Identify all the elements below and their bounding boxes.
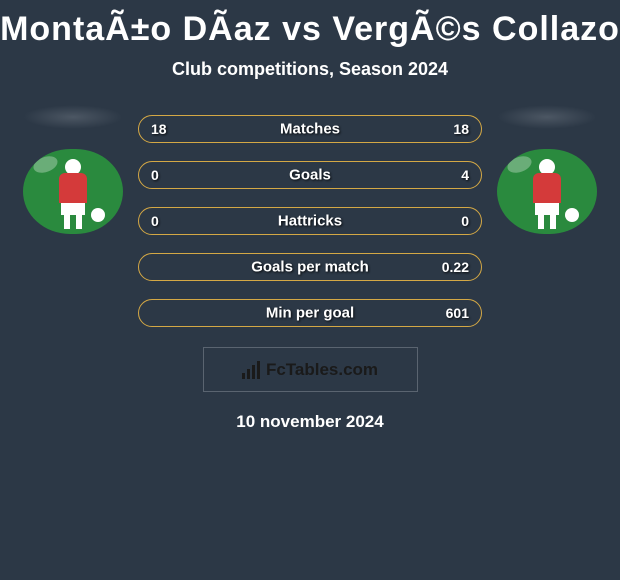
stat-left-value: 18 [151, 121, 167, 137]
stat-row-matches: 18 Matches 18 [138, 115, 482, 143]
stats-area: 18 Matches 18 0 Goals 4 0 Hattricks 0 Go… [0, 115, 620, 327]
stat-row-goals: 0 Goals 4 [138, 161, 482, 189]
player-right-badge [497, 149, 597, 234]
page-subtitle: Club competitions, Season 2024 [172, 59, 448, 80]
player-placeholder-ellipse [497, 105, 597, 129]
stat-label: Hattricks [278, 213, 342, 230]
chart-bars-icon [242, 361, 260, 379]
stat-label: Goals [289, 167, 331, 184]
stat-right-value: 18 [453, 121, 469, 137]
stat-row-hattricks: 0 Hattricks 0 [138, 207, 482, 235]
page-title: MontaÃ±o DÃaz vs VergÃ©s Collazo [0, 10, 620, 49]
stat-label: Goals per match [251, 259, 369, 276]
stat-right-value: 4 [461, 167, 469, 183]
stat-right-value: 0 [461, 213, 469, 229]
player-placeholder-ellipse [23, 105, 123, 129]
player-right-column [497, 105, 597, 234]
stat-row-min-per-goal: Min per goal 601 [138, 299, 482, 327]
stat-right-value: 0.22 [442, 259, 469, 275]
stat-left-value: 0 [151, 167, 159, 183]
player-left-column [23, 105, 123, 234]
stat-label: Matches [280, 121, 340, 138]
stat-right-value: 601 [446, 305, 469, 321]
date-label: 10 november 2024 [236, 412, 383, 432]
stat-left-value: 0 [151, 213, 159, 229]
stat-row-goals-per-match: Goals per match 0.22 [138, 253, 482, 281]
stats-bars: 18 Matches 18 0 Goals 4 0 Hattricks 0 Go… [138, 115, 482, 327]
watermark-text: FcTables.com [266, 360, 378, 380]
watermark: FcTables.com [203, 347, 418, 392]
stat-label: Min per goal [266, 305, 354, 322]
player-left-badge [23, 149, 123, 234]
comparison-card: MontaÃ±o DÃaz vs VergÃ©s Collazo Club co… [0, 0, 620, 442]
